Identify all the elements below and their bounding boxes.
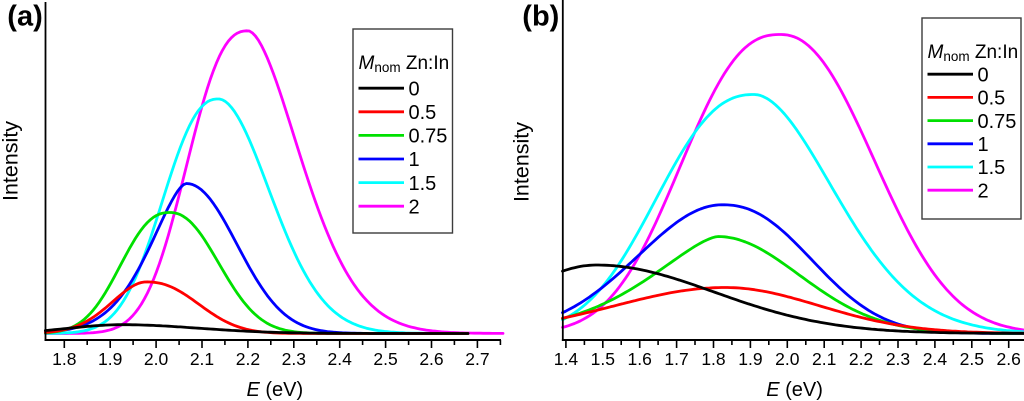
svg-text:1.5: 1.5 bbox=[978, 157, 1006, 179]
svg-text:1.5: 1.5 bbox=[591, 349, 615, 369]
svg-text:2.1: 2.1 bbox=[812, 349, 836, 369]
svg-text:0.5: 0.5 bbox=[409, 102, 437, 124]
svg-text:1.9: 1.9 bbox=[98, 349, 122, 369]
svg-text:1.7: 1.7 bbox=[664, 349, 688, 369]
svg-text:Intensity: Intensity bbox=[510, 122, 534, 202]
svg-text:1.6: 1.6 bbox=[628, 349, 652, 369]
svg-text:0.5: 0.5 bbox=[978, 88, 1006, 110]
svg-text:2.3: 2.3 bbox=[886, 349, 910, 369]
svg-text:2.4: 2.4 bbox=[923, 349, 948, 369]
svg-text:1.4: 1.4 bbox=[554, 349, 579, 369]
svg-text:1: 1 bbox=[409, 149, 420, 171]
svg-text:0: 0 bbox=[409, 78, 420, 100]
svg-text:E (eV): E (eV) bbox=[246, 379, 303, 401]
svg-text:2.7: 2.7 bbox=[465, 349, 489, 369]
svg-text:2.5: 2.5 bbox=[960, 349, 984, 369]
svg-text:0.75: 0.75 bbox=[409, 126, 448, 148]
svg-text:1.9: 1.9 bbox=[738, 349, 762, 369]
svg-text:(a): (a) bbox=[7, 1, 42, 33]
svg-text:1.8: 1.8 bbox=[701, 349, 725, 369]
svg-text:Mnom Zn:In: Mnom Zn:In bbox=[928, 42, 1019, 64]
svg-text:2.6: 2.6 bbox=[997, 349, 1021, 369]
svg-text:2: 2 bbox=[978, 180, 989, 202]
svg-text:2.4: 2.4 bbox=[328, 349, 353, 369]
svg-text:0: 0 bbox=[978, 64, 989, 86]
svg-text:1.8: 1.8 bbox=[52, 349, 76, 369]
svg-text:1: 1 bbox=[978, 134, 989, 156]
svg-text:2: 2 bbox=[409, 196, 420, 218]
svg-text:2.2: 2.2 bbox=[236, 349, 260, 369]
svg-text:2.6: 2.6 bbox=[419, 349, 443, 369]
svg-text:E (eV): E (eV) bbox=[766, 379, 823, 401]
svg-text:2.2: 2.2 bbox=[849, 349, 873, 369]
svg-text:Mnom Zn:In: Mnom Zn:In bbox=[359, 53, 450, 75]
svg-text:2.5: 2.5 bbox=[373, 349, 397, 369]
svg-text:1.5: 1.5 bbox=[409, 173, 437, 195]
svg-text:Intensity: Intensity bbox=[0, 121, 23, 201]
svg-text:2.3: 2.3 bbox=[282, 349, 306, 369]
svg-text:0.75: 0.75 bbox=[978, 111, 1017, 133]
svg-text:2.0: 2.0 bbox=[775, 349, 800, 369]
svg-text:2.0: 2.0 bbox=[144, 349, 169, 369]
svg-text:2.1: 2.1 bbox=[190, 349, 214, 369]
svg-text:(b): (b) bbox=[522, 1, 559, 33]
